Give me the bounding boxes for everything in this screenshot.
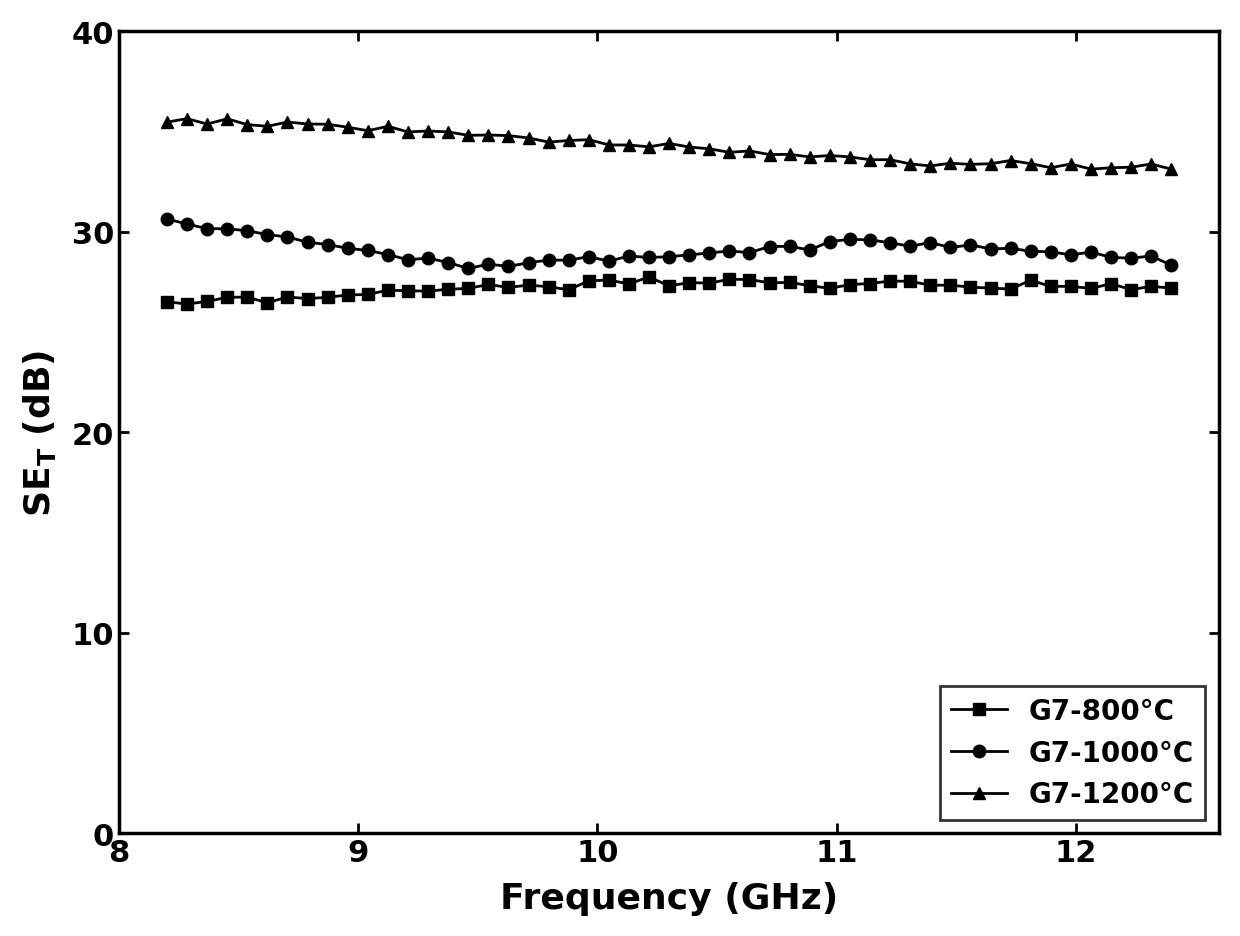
- G7-800°C: [180, 299, 195, 310]
- G7-1000°C: [903, 241, 918, 253]
- G7-800°C: [863, 279, 878, 290]
- G7-1000°C: [461, 264, 476, 275]
- G7-1000°C: [1143, 251, 1158, 262]
- G7-800°C: [923, 280, 937, 291]
- X-axis label: Frequency (GHz): Frequency (GHz): [500, 881, 838, 915]
- G7-1000°C: [1164, 260, 1179, 271]
- G7-1200°C: [481, 130, 496, 141]
- G7-800°C: [1143, 282, 1158, 293]
- G7-1200°C: [401, 127, 415, 139]
- G7-800°C: [160, 297, 175, 308]
- Legend: G7-800°C, G7-1000°C, G7-1200°C: G7-800°C, G7-1000°C, G7-1200°C: [940, 686, 1205, 820]
- G7-1200°C: [501, 131, 516, 142]
- G7-1000°C: [481, 259, 496, 271]
- Y-axis label: SE$_\mathregular{T}$ (dB): SE$_\mathregular{T}$ (dB): [21, 349, 58, 517]
- G7-1000°C: [842, 235, 857, 246]
- G7-800°C: [401, 285, 415, 297]
- G7-1200°C: [842, 153, 857, 164]
- G7-1200°C: [1164, 165, 1179, 176]
- Line: G7-1000°C: G7-1000°C: [161, 213, 1178, 275]
- G7-1200°C: [903, 159, 918, 170]
- G7-800°C: [481, 280, 496, 291]
- G7-800°C: [501, 283, 516, 294]
- G7-1200°C: [160, 117, 175, 128]
- G7-1000°C: [501, 261, 516, 272]
- G7-1000°C: [381, 250, 396, 261]
- Line: G7-800°C: G7-800°C: [161, 271, 1178, 311]
- G7-1200°C: [1143, 159, 1158, 170]
- G7-1000°C: [160, 214, 175, 226]
- Line: G7-1200°C: G7-1200°C: [161, 113, 1178, 176]
- G7-1200°C: [180, 114, 195, 125]
- G7-800°C: [1164, 284, 1179, 295]
- G7-800°C: [641, 272, 656, 284]
